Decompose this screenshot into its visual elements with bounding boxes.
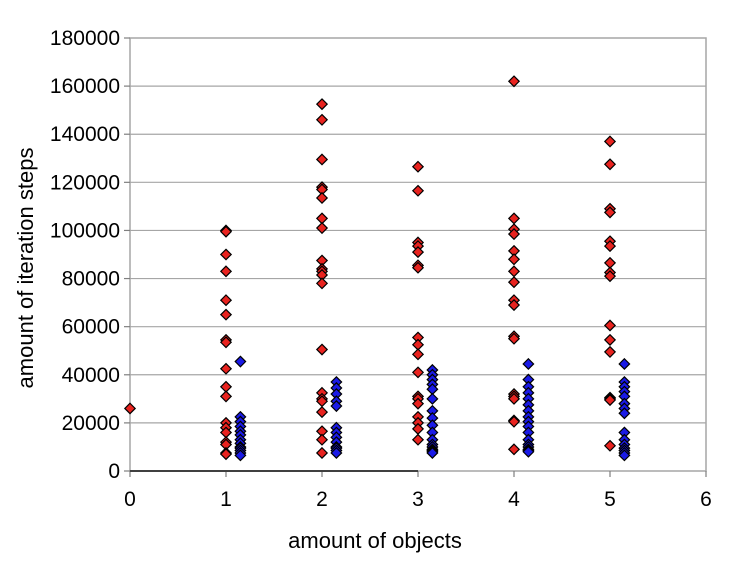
red-data-point [411, 397, 425, 410]
red-data-point [315, 433, 329, 446]
red-data-point [219, 390, 233, 403]
x-tick-label: 4 [508, 488, 520, 511]
x-tick-label: 0 [124, 488, 136, 511]
x-tick-label: 1 [220, 488, 232, 511]
red-data-point [507, 228, 521, 241]
red-data-point [603, 270, 617, 283]
red-data-point [315, 277, 329, 290]
blue-data-point [522, 357, 535, 371]
red-data-point [219, 265, 233, 278]
red-data-point [219, 308, 233, 321]
y-tick-label: 80000 [62, 268, 120, 291]
red-data-point [315, 446, 329, 460]
red-data-point [603, 135, 617, 148]
red-data-point [315, 153, 329, 166]
red-data-point [123, 402, 137, 415]
red-data-point [507, 298, 521, 312]
red-data-point [603, 240, 617, 253]
x-tick-label: 5 [604, 488, 616, 511]
data-points [123, 75, 631, 462]
blue-data-point [618, 357, 631, 371]
red-data-point [603, 345, 617, 358]
x-tick-label: 3 [412, 488, 424, 511]
y-tick-label: 60000 [62, 316, 120, 339]
red-data-point [411, 261, 425, 274]
blue-data-point [426, 392, 439, 405]
red-data-point [411, 160, 425, 173]
blue-data-point [618, 407, 631, 420]
y-tick-label: 0 [108, 460, 120, 483]
red-data-point [219, 248, 233, 261]
y-tick-label: 160000 [50, 75, 120, 98]
red-data-point [315, 343, 329, 356]
red-data-point [219, 448, 233, 461]
red-data-point [507, 276, 521, 289]
blue-data-point [330, 446, 343, 460]
y-tick-label: 20000 [62, 412, 120, 435]
red-data-point [315, 191, 329, 205]
blue-data-point [618, 449, 631, 462]
blue-data-point [234, 449, 247, 462]
red-data-point [603, 393, 617, 407]
red-data-point [603, 158, 617, 171]
red-data-point [315, 221, 329, 235]
red-data-point [219, 294, 233, 307]
red-data-point [507, 253, 521, 266]
red-data-point [507, 265, 521, 278]
red-data-point [315, 113, 329, 126]
y-tick-label: 40000 [62, 364, 120, 387]
blue-data-point [234, 355, 247, 368]
x-tick-label: 6 [700, 488, 712, 511]
blue-data-point [522, 445, 535, 458]
red-data-point [603, 333, 617, 346]
red-data-point [507, 443, 521, 456]
red-data-point [603, 319, 617, 332]
red-data-point [411, 366, 425, 379]
red-data-point [507, 392, 521, 405]
red-data-point [603, 206, 617, 219]
red-data-point [219, 336, 233, 349]
y-tick-label: 100000 [50, 219, 120, 242]
red-data-point [411, 433, 425, 446]
x-axis-title: amount of objects [288, 528, 462, 553]
red-data-point [411, 348, 425, 361]
red-data-point [507, 332, 521, 345]
red-data-point [315, 406, 329, 419]
red-data-point [603, 439, 617, 452]
y-tick-label: 120000 [50, 171, 120, 194]
y-tick-label: 180000 [50, 27, 120, 50]
axes: 0 20000 40000 60000 80000 100000 120000 140000 1… [50, 27, 712, 511]
blue-data-point [426, 446, 439, 460]
y-axis-title: amount of iteration steps [13, 148, 38, 389]
red-data-point [507, 415, 521, 428]
red-data-point [219, 362, 233, 375]
red-data-point [507, 75, 521, 88]
red-data-point [507, 212, 521, 225]
red-data-point [315, 98, 329, 111]
y-tick-label: 140000 [50, 123, 120, 146]
red-data-point [411, 184, 425, 197]
x-tick-label: 2 [316, 488, 328, 511]
red-data-point [411, 246, 425, 259]
blue-data-point [330, 400, 343, 413]
red-data-point [219, 225, 233, 238]
